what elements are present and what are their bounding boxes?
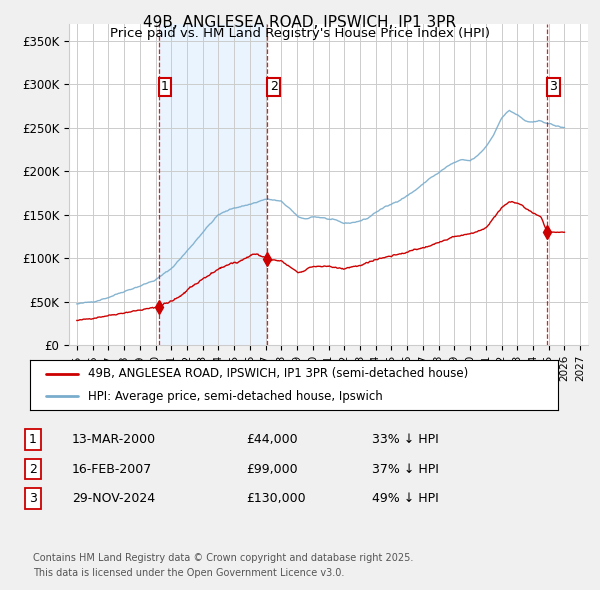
- Text: 49B, ANGLESEA ROAD, IPSWICH, IP1 3PR (semi-detached house): 49B, ANGLESEA ROAD, IPSWICH, IP1 3PR (se…: [88, 368, 469, 381]
- Text: 16-FEB-2007: 16-FEB-2007: [72, 463, 152, 476]
- Text: 2: 2: [29, 463, 37, 476]
- Text: HPI: Average price, semi-detached house, Ipswich: HPI: Average price, semi-detached house,…: [88, 389, 383, 402]
- Text: Price paid vs. HM Land Registry's House Price Index (HPI): Price paid vs. HM Land Registry's House …: [110, 27, 490, 40]
- Text: 37% ↓ HPI: 37% ↓ HPI: [372, 463, 439, 476]
- Text: 29-NOV-2024: 29-NOV-2024: [72, 492, 155, 505]
- Text: This data is licensed under the Open Government Licence v3.0.: This data is licensed under the Open Gov…: [33, 569, 344, 578]
- Text: 1: 1: [161, 80, 169, 93]
- Text: 49B, ANGLESEA ROAD, IPSWICH, IP1 3PR: 49B, ANGLESEA ROAD, IPSWICH, IP1 3PR: [143, 15, 457, 30]
- Text: 1: 1: [29, 433, 37, 446]
- Bar: [547, 24, 588, 345]
- Text: 33% ↓ HPI: 33% ↓ HPI: [372, 433, 439, 446]
- Text: £130,000: £130,000: [246, 492, 305, 505]
- Text: £44,000: £44,000: [246, 433, 298, 446]
- Text: £99,000: £99,000: [246, 463, 298, 476]
- Bar: [158, 24, 268, 345]
- Text: 3: 3: [550, 80, 557, 93]
- Text: Contains HM Land Registry data © Crown copyright and database right 2025.: Contains HM Land Registry data © Crown c…: [33, 553, 413, 562]
- Text: 2: 2: [270, 80, 278, 93]
- Text: 13-MAR-2000: 13-MAR-2000: [72, 433, 156, 446]
- Text: 3: 3: [29, 492, 37, 505]
- Text: 49% ↓ HPI: 49% ↓ HPI: [372, 492, 439, 505]
